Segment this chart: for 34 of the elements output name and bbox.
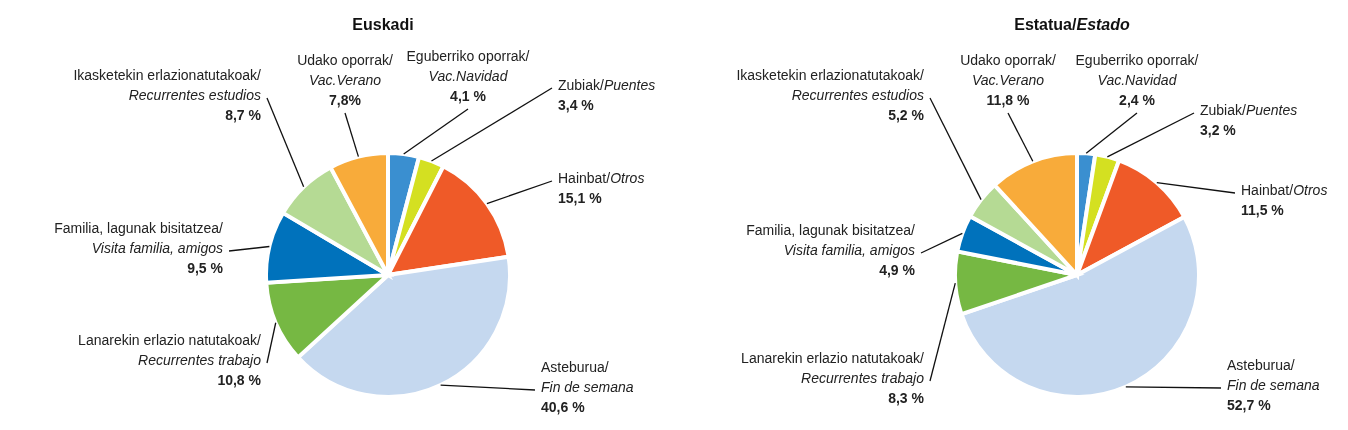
data-label: 40,6 % (541, 399, 586, 415)
slice-label: Asteburua/Fin de semana (1227, 357, 1320, 393)
chart-title: Euskadi (352, 16, 414, 33)
slice-label: Udako oporrak/Vac.Verano (297, 52, 393, 88)
data-label: 2,4 % (1119, 92, 1156, 108)
data-label: 8,7 % (225, 107, 262, 123)
slice-label: Zubiak/Puentes (1200, 102, 1298, 118)
data-label: 11,8 % (986, 92, 1030, 108)
data-label: 7,8% (329, 92, 362, 108)
data-label: 5,2 % (888, 107, 925, 123)
slice-label: Hainbat/Otros (1241, 182, 1328, 198)
slice-label: Hainbat/Otros (558, 170, 645, 186)
data-label: 3,4 % (558, 97, 595, 113)
data-label: 11,5 % (1241, 202, 1285, 218)
slice-label: Lanarekin erlazio natutakoak/Recurrentes trabajo (741, 350, 925, 386)
slice-label: Familia, lagunak bisitatzea/Visita familia, amigos (54, 220, 224, 256)
slice-label: Eguberriko oporrak/Vac.Navidad (1075, 52, 1199, 88)
slice-label: Ikasketekin erlazionatutakoak/Recurrentes estudios (736, 67, 925, 103)
data-label: 4,9 % (879, 262, 916, 278)
slice-label: Udako oporrak/Vac.Verano (960, 52, 1056, 88)
data-label: 8,3 % (888, 390, 925, 406)
data-label: 15,1 % (558, 190, 603, 206)
slice-label: Familia, lagunak bisitatzea/Visita familia, amigos (746, 222, 916, 258)
slice-label: Asteburua/Fin de semana (541, 359, 634, 395)
slice-label: Lanarekin erlazio natutakoak/Recurrentes trabajo (78, 332, 262, 368)
slice-label: Zubiak/Puentes (558, 77, 656, 93)
chart-title: Estatua/Estado (1014, 16, 1131, 33)
data-label: 4,1 % (450, 88, 487, 104)
data-label: 10,8 % (217, 372, 262, 388)
slice-label: Eguberriko oporrak/Vac.Navidad (406, 48, 530, 84)
slice-label: Ikasketekin erlazionatutakoak/Recurrentes estudios (73, 67, 262, 103)
data-label: 52,7 % (1227, 397, 1272, 413)
data-label: 9,5 % (187, 260, 224, 276)
data-label: 3,2 % (1200, 122, 1237, 138)
